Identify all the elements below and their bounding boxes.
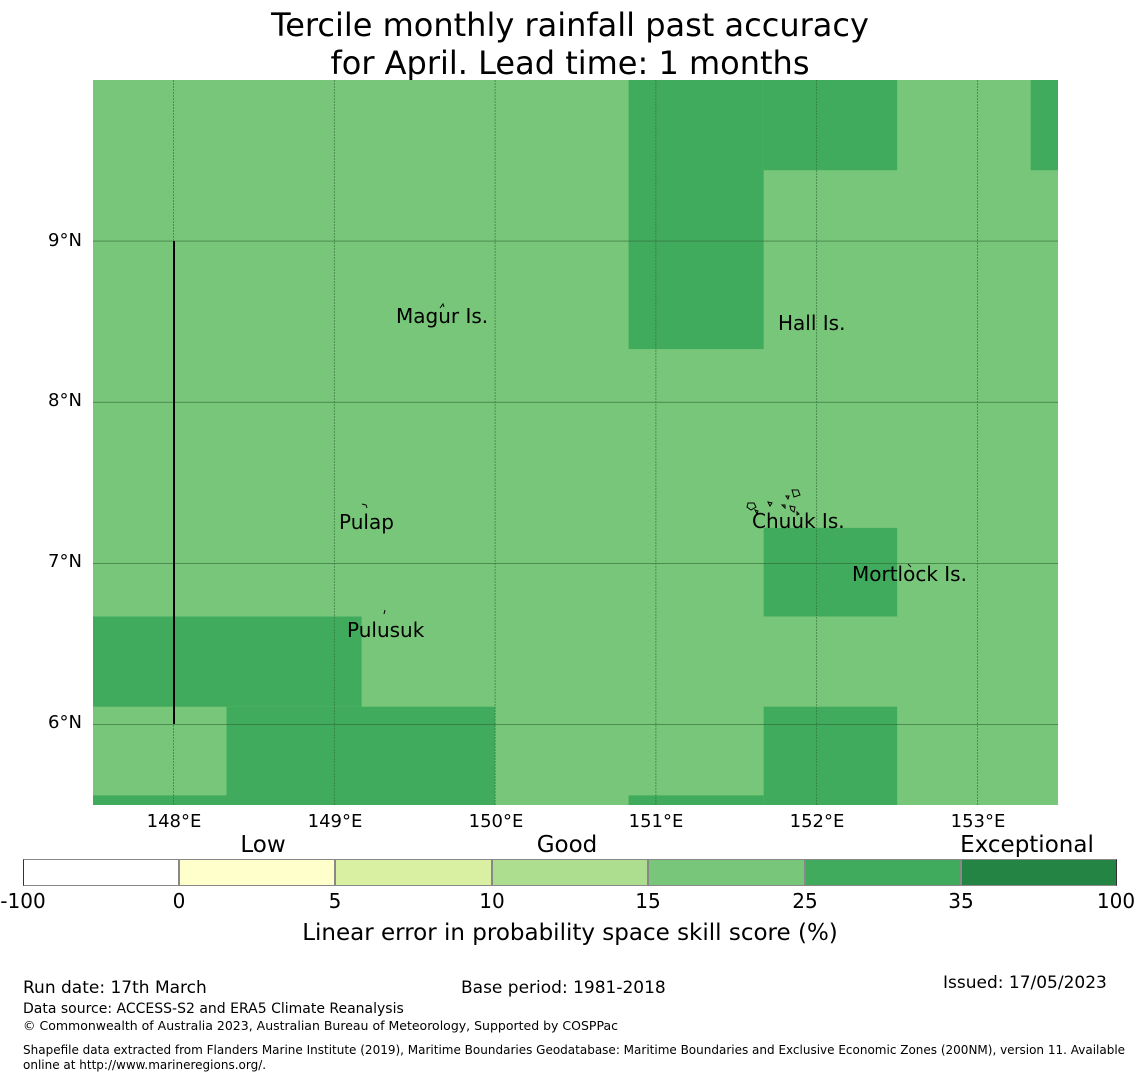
skill-cell-high	[763, 527, 898, 617]
colorbar-segment	[492, 859, 648, 886]
colorbar-tick-label: 15	[635, 889, 661, 913]
legend-category-exceptional: Exceptional	[960, 832, 1094, 858]
colorbar-segment	[648, 859, 805, 886]
map-plot	[93, 80, 1058, 805]
colorbar-segment	[805, 859, 961, 886]
lat-tick-label: 6°N	[48, 712, 82, 733]
skill-cell-high	[1030, 80, 1058, 171]
skill-cell-high	[93, 795, 227, 805]
skill-cells	[93, 80, 1058, 805]
pulap-island-shape	[361, 503, 368, 509]
data-source: Data source: ACCESS-S2 and ERA5 Climate …	[23, 1001, 404, 1017]
colorbar-segment	[23, 859, 179, 886]
issued-date: Issued: 17/05/2023	[943, 973, 1107, 993]
island-outlines	[361, 302, 912, 615]
colorbar-tick-label: 25	[792, 889, 818, 913]
colorbar-tick-label: 35	[948, 889, 974, 913]
shapefile-credit-line-2: online at http://www.marineregions.org/.	[23, 1058, 267, 1072]
shapefile-credit-line-1: Shapefile data extracted from Flanders M…	[23, 1043, 1126, 1057]
colorbar-segment	[335, 859, 492, 886]
colorbar-label: Linear error in probability space skill …	[302, 920, 838, 946]
legend-category-good: Good	[536, 832, 598, 858]
lat-tick-label: 8°N	[48, 390, 82, 411]
island-label-mortlock: Mortlock Is.	[852, 562, 967, 586]
island-label-pulap: Pulap	[339, 510, 394, 534]
skill-cell-high	[628, 80, 764, 350]
colorbar-tick-label: 5	[328, 889, 342, 913]
colorbar-tick-label: 10	[479, 889, 505, 913]
skill-cell-high	[763, 706, 898, 805]
lat-tick-label: 7°N	[48, 551, 82, 572]
chart-title-line-1: Tercile monthly rainfall past accuracy	[271, 6, 869, 44]
colorbar-segment	[179, 859, 335, 886]
lon-tick-label: 152°E	[789, 811, 845, 832]
lon-tick-label: 148°E	[146, 811, 202, 832]
island-label-hall: Hall Is.	[778, 311, 846, 335]
chart-title-line-2: for April. Lead time: 1 months	[330, 44, 810, 82]
colorbar-tick-label: -100	[0, 889, 46, 913]
pulusuk-island-shape	[383, 609, 386, 615]
colorbar-tick-label: 100	[1096, 889, 1136, 913]
magur-island-shape	[439, 302, 445, 309]
colorbar-segment	[961, 859, 1117, 886]
skill-cell-high	[763, 80, 898, 171]
legend-category-low: Low	[240, 832, 286, 858]
island-label-magur: Magur Is.	[396, 304, 489, 328]
chuuk-lagoon-islands-shape	[746, 489, 801, 516]
lon-tick-label: 153°E	[950, 811, 1006, 832]
copyright: © Commonwealth of Australia 2023, Austra…	[23, 1018, 618, 1033]
colorbar-tick-label: 0	[172, 889, 186, 913]
skill-cell-high	[93, 616, 362, 707]
run-date: Run date: 17th March	[23, 978, 207, 998]
lon-tick-label: 151°E	[628, 811, 684, 832]
island-label-chuuk: Chuuk Is.	[752, 509, 845, 533]
island-label-pulusuk: Pulusuk	[347, 618, 425, 642]
base-period: Base period: 1981-2018	[461, 978, 666, 998]
lon-tick-label: 149°E	[307, 811, 363, 832]
lat-tick-label: 9°N	[48, 230, 82, 251]
mortlock-island-shape	[907, 563, 912, 568]
lon-tick-label: 150°E	[468, 811, 524, 832]
skill-cell-high	[226, 706, 496, 805]
skill-cell-high	[628, 795, 764, 805]
gridlines	[93, 80, 1058, 805]
